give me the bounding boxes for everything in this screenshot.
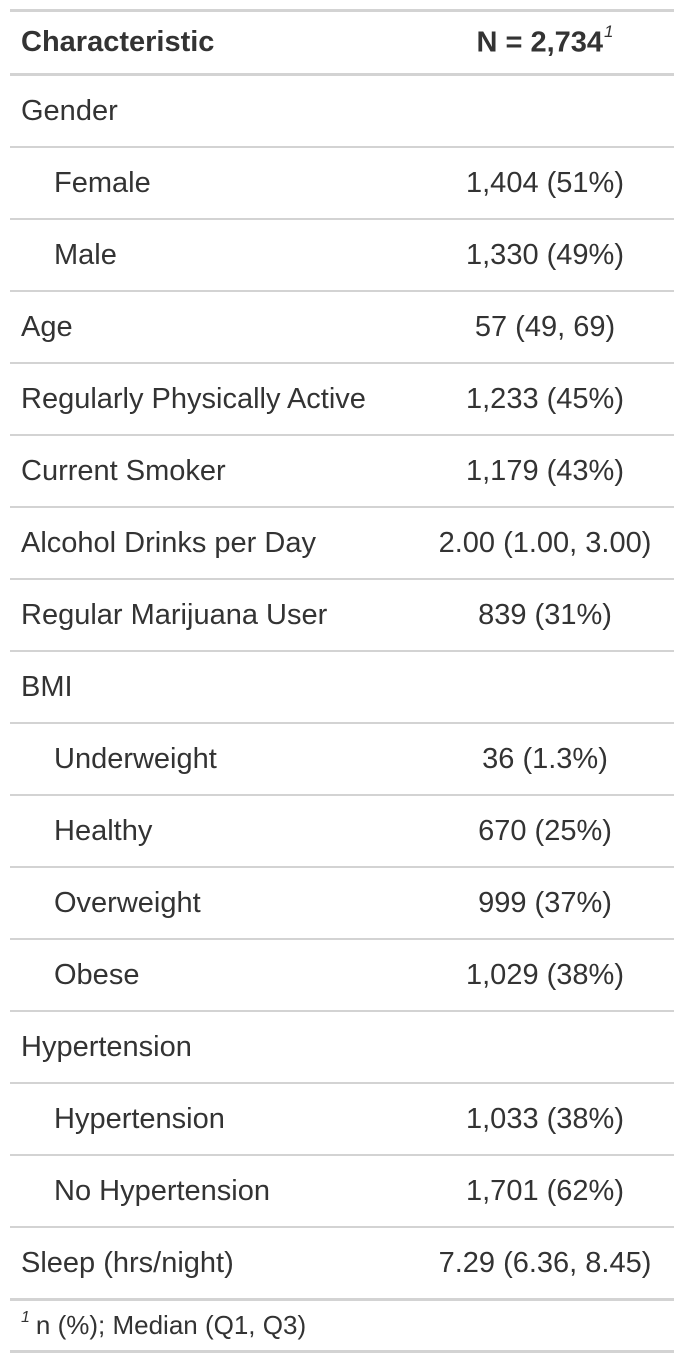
row-statistic: 1,029 (38%) bbox=[416, 939, 674, 1012]
table-row: BMI bbox=[10, 651, 674, 724]
row-statistic: 2.00 (1.00, 3.00) bbox=[416, 507, 674, 580]
header-row: Characteristic N = 2,7341 bbox=[10, 12, 674, 76]
table-row: Hypertension bbox=[10, 1011, 674, 1084]
table-row: Hypertension 1,033 (38%) bbox=[10, 1083, 674, 1156]
n-header: N = 2,7341 bbox=[416, 12, 674, 76]
row-statistic: 1,701 (62%) bbox=[416, 1155, 674, 1228]
row-label: Age bbox=[10, 291, 416, 364]
row-statistic: 839 (31%) bbox=[416, 579, 674, 652]
row-statistic bbox=[416, 74, 674, 148]
row-statistic: 1,179 (43%) bbox=[416, 435, 674, 508]
table-row: Gender bbox=[10, 74, 674, 148]
table-row: Healthy 670 (25%) bbox=[10, 795, 674, 868]
row-statistic: 1,330 (49%) bbox=[416, 219, 674, 292]
table-row: Current Smoker 1,179 (43%) bbox=[10, 435, 674, 508]
row-label: Gender bbox=[10, 74, 416, 148]
row-statistic bbox=[416, 651, 674, 724]
table-row: Female 1,404 (51%) bbox=[10, 147, 674, 220]
summary-table: Characteristic N = 2,7341 Gender Female 1,… bbox=[10, 12, 674, 1301]
row-sublabel: Underweight bbox=[10, 723, 416, 796]
row-statistic: 1,404 (51%) bbox=[416, 147, 674, 220]
row-statistic: 36 (1.3%) bbox=[416, 723, 674, 796]
table-body: Gender Female 1,404 (51%) Male 1,330 (49%) Ag… bbox=[10, 74, 674, 1301]
summary-table-container: Characteristic N = 2,7341 Gender Female 1,… bbox=[10, 9, 674, 1353]
footnote-marker: 1 bbox=[21, 1308, 30, 1326]
characteristic-header-label: Characteristic bbox=[21, 26, 215, 58]
table-row: Age 57 (49, 69) bbox=[10, 291, 674, 364]
table-header: Characteristic N = 2,7341 bbox=[10, 12, 674, 76]
table-row: No Hypertension 1,701 (62%) bbox=[10, 1155, 674, 1228]
row-label: BMI bbox=[10, 651, 416, 724]
table-row: Regular Marijuana User 839 (31%) bbox=[10, 579, 674, 652]
row-sublabel: Overweight bbox=[10, 867, 416, 940]
n-header-label: N = 2,734 bbox=[476, 26, 604, 59]
row-sublabel: No Hypertension bbox=[10, 1155, 416, 1228]
row-statistic: 1,033 (38%) bbox=[416, 1083, 674, 1156]
top-rule bbox=[10, 9, 674, 12]
table-row: Overweight 999 (37%) bbox=[10, 867, 674, 940]
row-statistic: 999 (37%) bbox=[416, 867, 674, 940]
row-statistic: 670 (25%) bbox=[416, 795, 674, 868]
characteristic-header: Characteristic bbox=[10, 12, 416, 76]
table-row: Alcohol Drinks per Day 2.00 (1.00, 3.00) bbox=[10, 507, 674, 580]
row-label: Sleep (hrs/night) bbox=[10, 1227, 416, 1301]
row-label: Regular Marijuana User bbox=[10, 579, 416, 652]
row-label: Current Smoker bbox=[10, 435, 416, 508]
row-sublabel: Female bbox=[10, 147, 416, 220]
table-row: Underweight 36 (1.3%) bbox=[10, 723, 674, 796]
row-sublabel: Obese bbox=[10, 939, 416, 1012]
row-sublabel: Male bbox=[10, 219, 416, 292]
row-sublabel: Healthy bbox=[10, 795, 416, 868]
table-row: Male 1,330 (49%) bbox=[10, 219, 674, 292]
table-row: Regularly Physically Active 1,233 (45%) bbox=[10, 363, 674, 436]
table-footnote: 1 n (%); Median (Q1, Q3) bbox=[10, 1301, 674, 1353]
row-label: Alcohol Drinks per Day bbox=[10, 507, 416, 580]
row-statistic: 57 (49, 69) bbox=[416, 291, 674, 364]
row-statistic: 1,233 (45%) bbox=[416, 363, 674, 436]
row-statistic bbox=[416, 1011, 674, 1084]
footnote-text: n (%); Median (Q1, Q3) bbox=[35, 1310, 307, 1340]
table-row: Obese 1,029 (38%) bbox=[10, 939, 674, 1012]
n-header-footnote-marker: 1 bbox=[604, 21, 614, 41]
row-label: Regularly Physically Active bbox=[10, 363, 416, 436]
row-sublabel: Hypertension bbox=[10, 1083, 416, 1156]
row-statistic: 7.29 (6.36, 8.45) bbox=[416, 1227, 674, 1301]
table-row: Sleep (hrs/night) 7.29 (6.36, 8.45) bbox=[10, 1227, 674, 1301]
row-label: Hypertension bbox=[10, 1011, 416, 1084]
